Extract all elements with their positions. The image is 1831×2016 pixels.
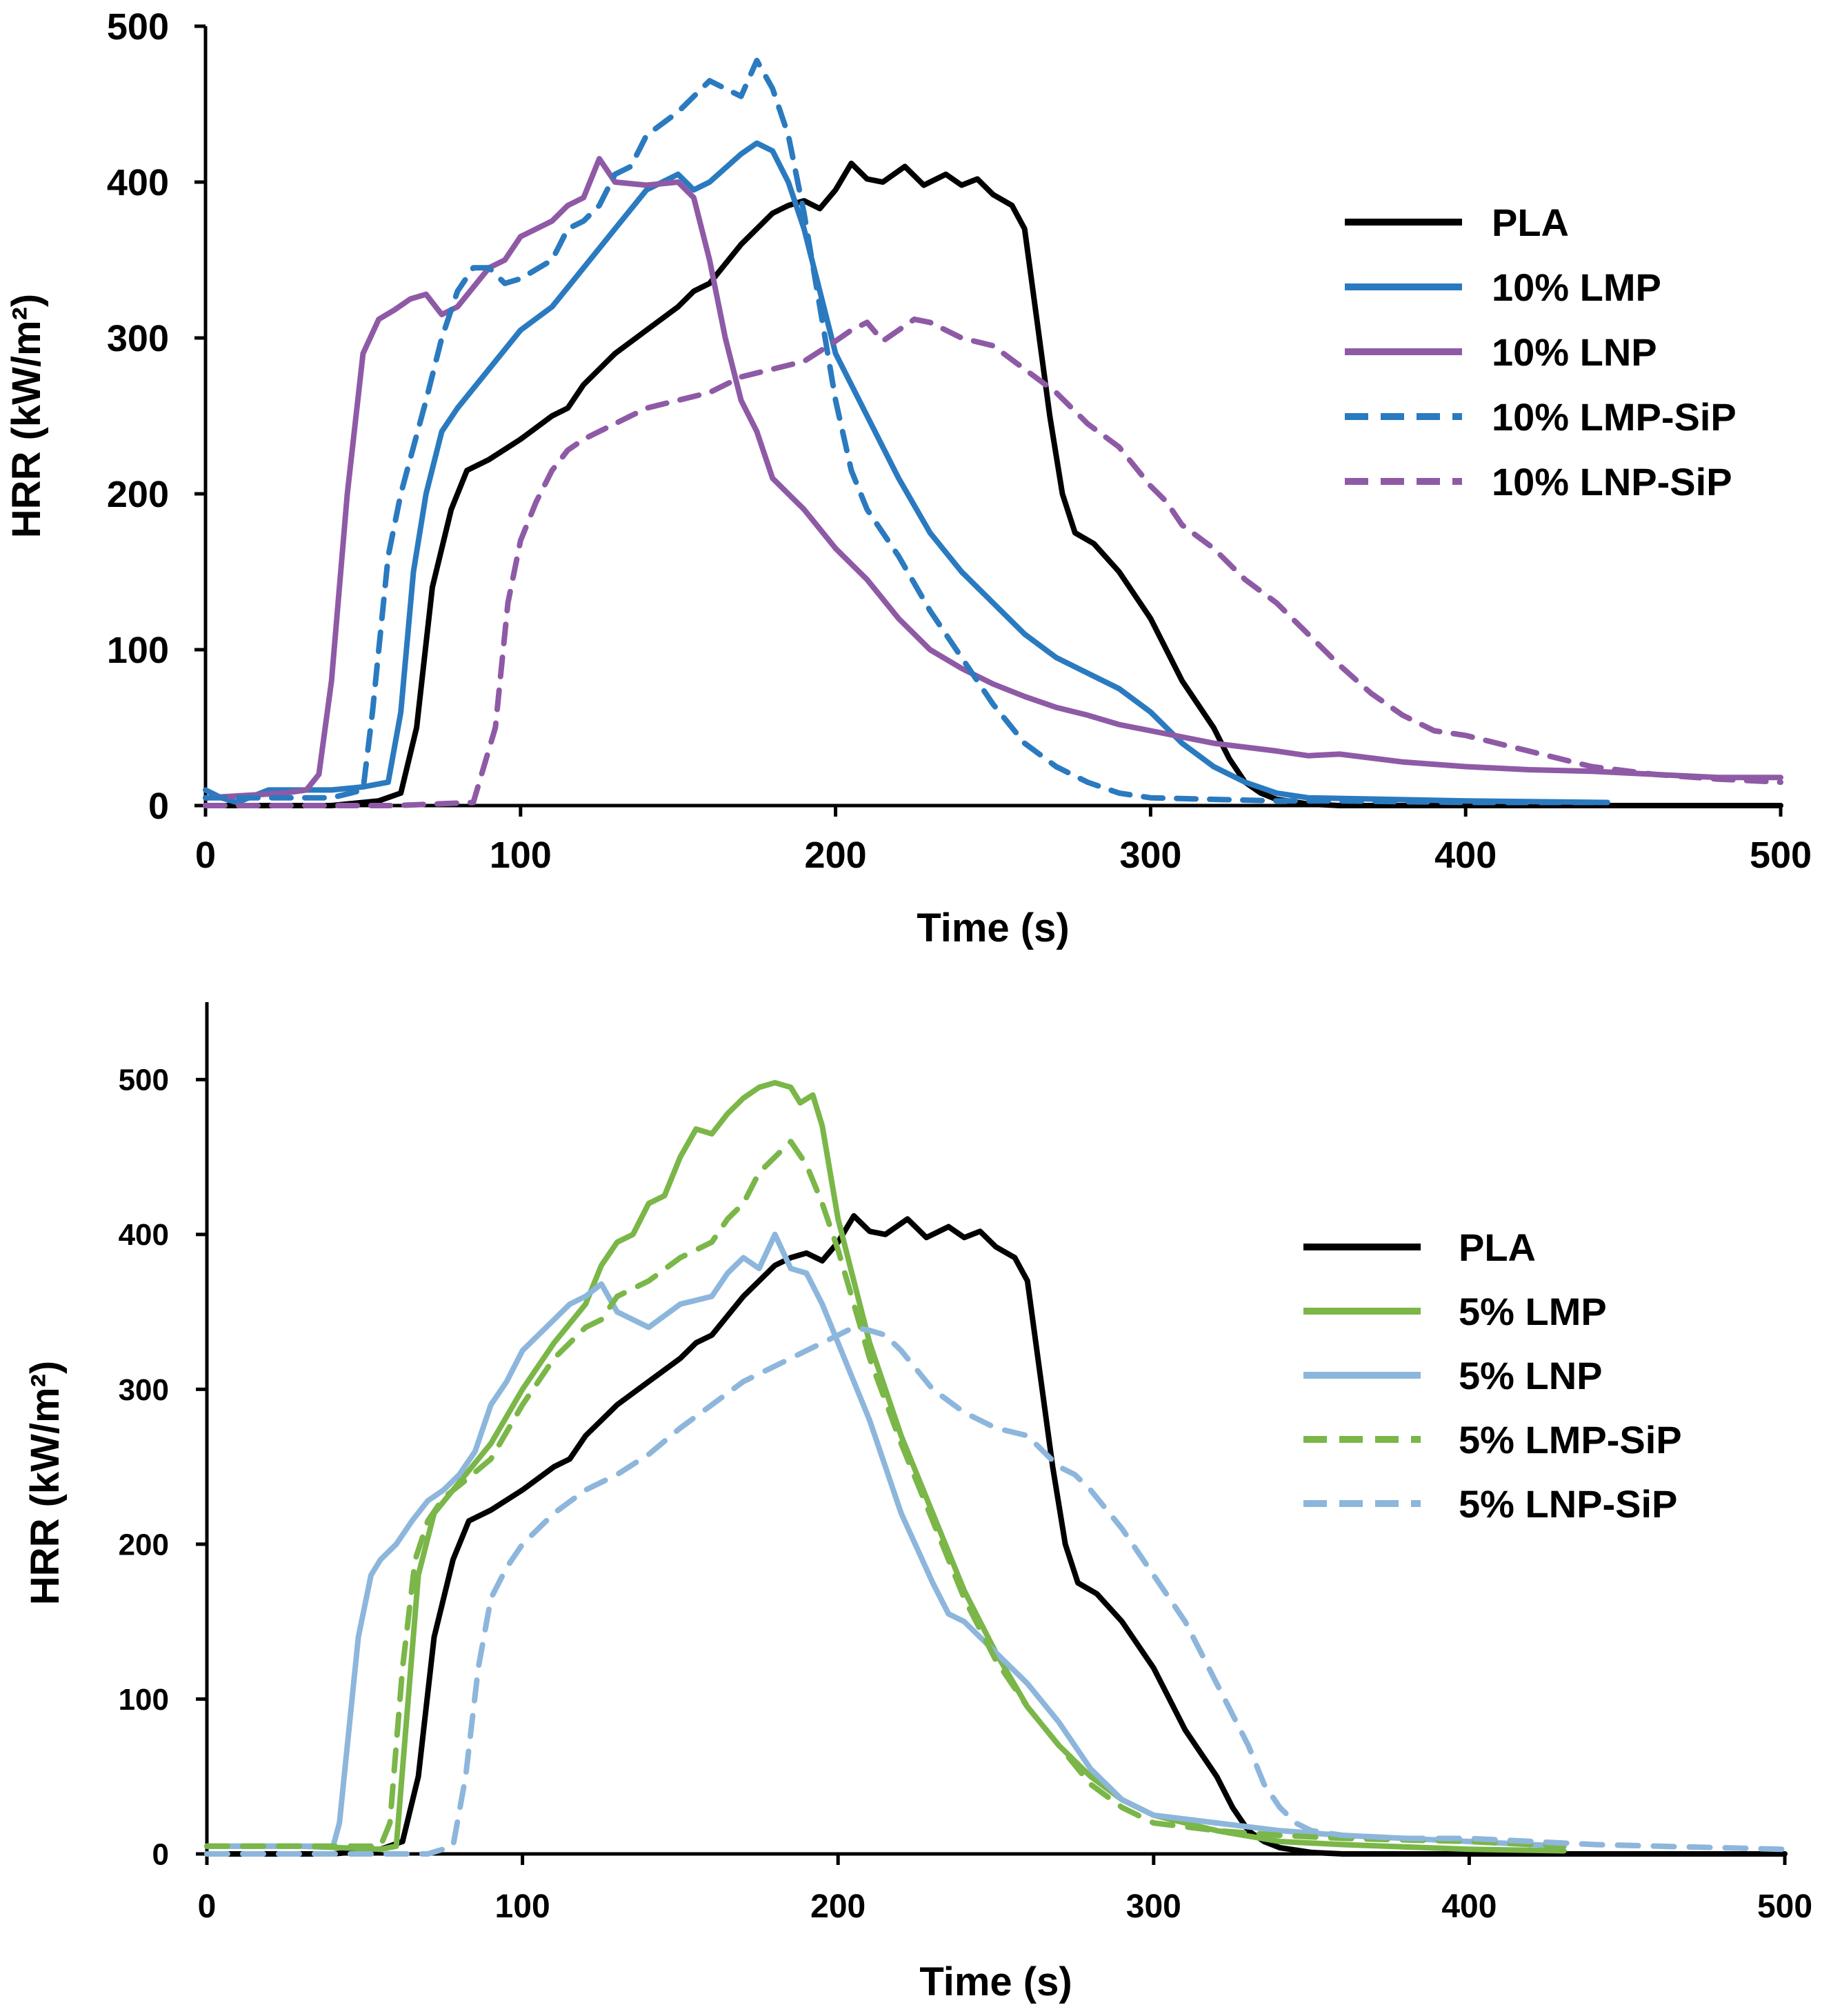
series-line-10pct-lmp [203,140,1610,806]
x-tick-label: 100 [495,1888,550,1925]
legend-label: 10% LMP-SiP [1492,395,1737,439]
legend-label: 5% LMP-SiP [1459,1418,1682,1461]
x-tick-label: 300 [1126,1888,1181,1925]
series-line-5pct-lnp [204,1231,1567,1849]
x-tick-label: 0 [198,1888,217,1925]
y-tick-label: 100 [119,1683,169,1717]
series-line-10pct-lnp-sip [203,316,1783,808]
legend-label: 10% LMP [1492,266,1661,309]
legend: PLA 5% LMP 5% LNP 5% LMP-SiP 5% LNP-SiP [1303,1226,1682,1526]
series-line-10pct-lmp-sip [203,57,1610,806]
legend: PLA 10% LMP 10% LNP 10% LMP-SiP 10% LNP-SiP [1345,201,1737,503]
y-tick-label: 0 [152,1837,169,1871]
y-axis-title: HRR (kW/m²) [4,294,49,538]
x-tick-label: 100 [490,835,552,876]
series-line-5pct-lmp-sip [204,1139,1567,1849]
legend-label: 10% LNP-SiP [1492,460,1732,503]
y-tick-label: 300 [119,1373,169,1407]
legend-label: 5% LNP-SiP [1459,1482,1677,1526]
chart-panel-5-percent: 0 100 200 300 400 500 0 100 200 300 400 500 Time (s)… [23,1002,1812,2004]
x-tick-label: 0 [195,835,216,876]
y-tick-label: 100 [107,630,169,671]
legend-label: 5% LMP [1459,1290,1607,1333]
legend-label: PLA [1492,201,1569,244]
x-tick-label: 500 [1750,835,1812,876]
series-line-pla [204,1212,1788,1857]
series-line-pla [203,160,1783,808]
x-axis-title: Time (s) [917,906,1069,950]
y-tick-label: 500 [107,6,169,48]
series-line-5pct-lnp-sip [204,1324,1788,1857]
x-axis-title: Time (s) [919,1959,1072,2004]
y-tick-label: 200 [107,474,169,515]
y-tick-label: 400 [119,1218,169,1252]
x-tick-label: 400 [1441,1888,1497,1925]
x-tick-label: 300 [1119,835,1181,876]
x-tick-label: 200 [810,1888,866,1925]
x-tick-label: 200 [805,835,867,876]
x-tick-label: 500 [1757,1888,1812,1925]
legend-label: PLA [1459,1226,1536,1269]
y-axis-title: HRR (kW/m²) [23,1361,68,1605]
y-tick-label: 300 [107,318,169,359]
series-line-5pct-lmp [204,1079,1567,1854]
x-tick-label: 400 [1434,835,1497,876]
y-tick-label: 0 [148,786,169,827]
legend-label: 5% LNP [1459,1354,1603,1397]
y-tick-label: 500 [119,1064,169,1097]
y-tick-label: 400 [107,162,169,203]
chart-panel-10-percent: 0 100 200 300 400 500 0 100 200 300 400 500 Time (s)… [4,6,1812,950]
series-line-10pct-lnp [203,156,1783,801]
y-tick-label: 200 [119,1528,169,1561]
legend-label: 10% LNP [1492,330,1657,374]
